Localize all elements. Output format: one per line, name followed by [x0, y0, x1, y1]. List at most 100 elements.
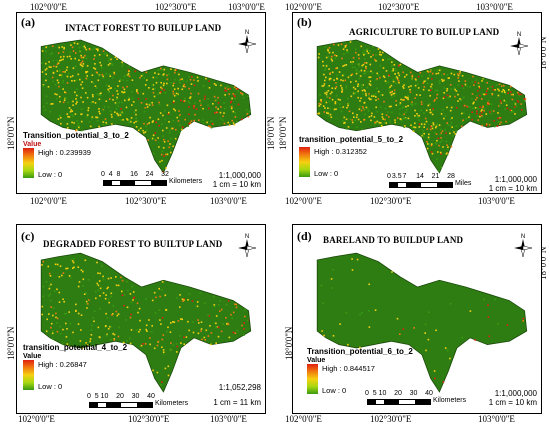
- transition-pixel: [67, 101, 69, 104]
- transition-pixel: [198, 322, 200, 324]
- transition-pixel: [109, 75, 112, 77]
- transition-pixel: [331, 60, 334, 62]
- transition-pixel: [432, 123, 435, 126]
- transition-pixel: [187, 320, 189, 323]
- transition-pixel: [137, 120, 139, 122]
- transition-pixel: [425, 120, 428, 123]
- transition-pixel: [72, 267, 74, 269]
- transition-pixel: [414, 103, 417, 105]
- transition-pixel: [131, 90, 133, 93]
- lon-label-bottom-6: 103°0'0"E: [478, 414, 515, 424]
- transition-pixel: [135, 126, 138, 128]
- transition-pixel: [360, 97, 362, 100]
- transition-pixel: [46, 45, 49, 48]
- transition-pixel: [173, 100, 175, 102]
- transition-pixel: [142, 92, 145, 95]
- transition-pixel: [400, 118, 402, 121]
- transition-pixel: [153, 95, 156, 98]
- transition-pixel: [132, 101, 135, 103]
- transition-pixel: [208, 125, 210, 127]
- scale-segment: [421, 183, 437, 187]
- transition-pixel: [232, 331, 235, 334]
- scale-tick-label: 4: [108, 171, 113, 178]
- transition-pixel: [129, 316, 132, 319]
- transition-pixel: [227, 300, 230, 302]
- transition-pixel: [356, 114, 358, 116]
- transition-pixel: [114, 111, 116, 113]
- transition-pixel: [328, 47, 331, 49]
- transition-pixel: [80, 120, 83, 123]
- transition-pixel: [405, 105, 407, 108]
- transition-pixel: [94, 85, 97, 87]
- transition-pixel: [199, 291, 201, 294]
- transition-pixel: [433, 370, 436, 372]
- transition-pixel: [105, 123, 108, 125]
- transition-pixel: [76, 88, 78, 90]
- transition-pixel: [461, 125, 463, 128]
- lon-label-bottom-4: 102°0'0"E: [285, 414, 322, 424]
- transition-pixel: [202, 85, 205, 87]
- transition-pixel: [116, 314, 119, 317]
- transition-pixel: [87, 278, 90, 281]
- lon-label-top-3: 103°0'0"E: [228, 2, 265, 12]
- transition-pixel: [69, 111, 72, 113]
- transition-pixel: [450, 72, 453, 75]
- transition-pixel: [376, 120, 379, 123]
- transition-pixel: [331, 91, 333, 93]
- transition-pixel: [64, 313, 66, 315]
- transition-pixel: [344, 46, 347, 48]
- transition-pixel: [226, 323, 228, 325]
- transition-pixel: [46, 102, 48, 104]
- transition-pixel: [443, 87, 446, 89]
- transition-pixel: [439, 133, 442, 136]
- transition-pixel: [375, 54, 377, 56]
- transition-pixel: [132, 299, 134, 301]
- transition-pixel: [52, 80, 54, 83]
- transition-pixel: [395, 82, 397, 84]
- transition-pixel: [390, 94, 393, 96]
- transition-pixel: [121, 101, 123, 104]
- transition-pixel: [151, 104, 154, 106]
- transition-pixel: [429, 69, 432, 72]
- transition-pixel: [51, 338, 54, 340]
- transition-pixel: [469, 86, 471, 88]
- transition-pixel: [135, 117, 137, 120]
- transition-pixel: [475, 95, 478, 97]
- transition-pixel: [115, 102, 118, 105]
- transition-pixel: [232, 122, 235, 124]
- transition-pixel: [165, 153, 167, 156]
- transition-pixel: [487, 87, 489, 90]
- transition-pixel: [361, 128, 363, 130]
- transition-pixel: [54, 290, 56, 293]
- transition-pixel: [105, 84, 108, 87]
- transition-pixel: [192, 331, 195, 334]
- transition-pixel: [81, 81, 84, 83]
- transition-pixel: [57, 52, 60, 54]
- transition-pixel: [436, 89, 439, 92]
- transition-pixel: [70, 44, 72, 46]
- transition-pixel: [50, 322, 53, 325]
- transition-pixel: [118, 101, 120, 104]
- transition-pixel: [176, 351, 178, 353]
- transition-pixel: [107, 91, 110, 93]
- transition-pixel: [112, 332, 114, 335]
- transition-pixel: [86, 114, 89, 116]
- transition-pixel: [233, 123, 236, 126]
- transition-pixel: [410, 124, 412, 127]
- transition-pixel: [126, 280, 128, 283]
- transition-pixel: [93, 320, 95, 323]
- transition-pixel: [244, 308, 247, 311]
- transition-pixel: [82, 270, 84, 273]
- transition-pixel: [208, 315, 211, 317]
- transition-pixel: [160, 91, 162, 93]
- legend-a-color-ramp: [23, 148, 34, 178]
- transition-pixel: [107, 59, 110, 62]
- transition-pixel: [426, 70, 429, 72]
- transition-pixel: [172, 119, 175, 122]
- transition-pixel: [152, 76, 155, 79]
- transition-pixel: [354, 66, 356, 69]
- scale-tick-label: 28: [447, 173, 455, 180]
- transition-pixel: [343, 122, 345, 124]
- transition-pixel: [343, 53, 345, 55]
- transition-pixel: [105, 121, 107, 124]
